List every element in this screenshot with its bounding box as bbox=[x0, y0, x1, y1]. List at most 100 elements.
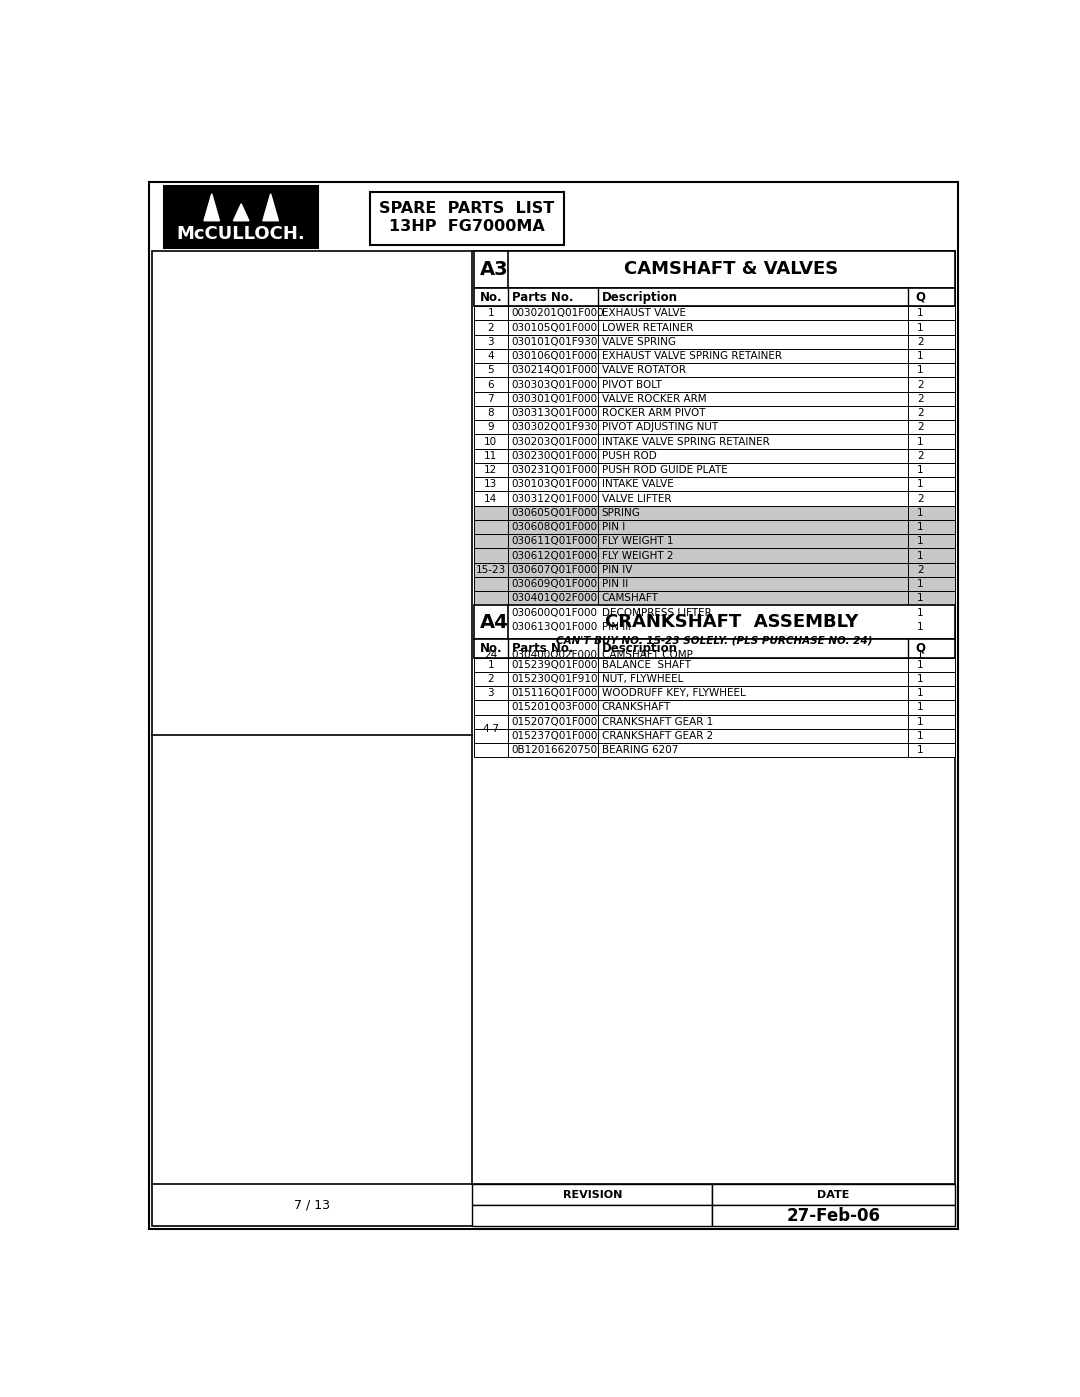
Text: A3: A3 bbox=[480, 260, 509, 279]
Text: BALANCE  SHAFT: BALANCE SHAFT bbox=[602, 659, 690, 669]
Text: 2: 2 bbox=[917, 394, 923, 404]
Text: Description: Description bbox=[603, 641, 678, 655]
Text: 030103Q01F000: 030103Q01F000 bbox=[511, 479, 597, 489]
Bar bbox=[474, 634, 955, 648]
Bar bbox=[474, 605, 955, 638]
Text: Parts No.: Parts No. bbox=[512, 641, 573, 655]
Polygon shape bbox=[262, 194, 279, 221]
Bar bbox=[474, 563, 955, 577]
Bar bbox=[472, 1185, 713, 1206]
Text: 030608Q01F000: 030608Q01F000 bbox=[511, 522, 597, 532]
Bar bbox=[474, 577, 955, 591]
Polygon shape bbox=[233, 204, 248, 221]
Text: 030203Q01F000: 030203Q01F000 bbox=[511, 437, 597, 447]
Text: 030600Q01F000: 030600Q01F000 bbox=[511, 608, 597, 617]
Text: 1: 1 bbox=[917, 703, 923, 712]
Text: Q: Q bbox=[915, 641, 926, 655]
Text: 0030201Q01F000: 0030201Q01F000 bbox=[511, 309, 604, 319]
Text: McCULLOCH.: McCULLOCH. bbox=[177, 225, 306, 243]
Text: WOODRUFF KEY, FLYWHEEL: WOODRUFF KEY, FLYWHEEL bbox=[602, 689, 745, 698]
Text: 015237Q01F000: 015237Q01F000 bbox=[511, 731, 597, 740]
Text: Description: Description bbox=[603, 291, 678, 303]
Text: 1: 1 bbox=[917, 717, 923, 726]
Text: Parts No.: Parts No. bbox=[512, 291, 573, 303]
Text: CAMSHAFT: CAMSHAFT bbox=[602, 594, 659, 604]
Text: NUT, FLYWHEEL: NUT, FLYWHEEL bbox=[602, 673, 683, 685]
Text: INTAKE VALVE SPRING RETAINER: INTAKE VALVE SPRING RETAINER bbox=[602, 437, 769, 447]
Text: VALVE ROCKER ARM: VALVE ROCKER ARM bbox=[602, 394, 706, 404]
Text: REVISION: REVISION bbox=[563, 1190, 622, 1200]
Bar bbox=[474, 672, 955, 686]
Text: 015116Q01F000: 015116Q01F000 bbox=[511, 689, 597, 698]
Text: 2: 2 bbox=[917, 408, 923, 418]
Text: 7: 7 bbox=[487, 394, 494, 404]
Text: 030313Q01F000: 030313Q01F000 bbox=[511, 408, 597, 418]
Text: CAMSHAFT COMP.: CAMSHAFT COMP. bbox=[602, 650, 694, 661]
Text: 5: 5 bbox=[487, 366, 494, 376]
Bar bbox=[474, 251, 955, 288]
Text: 2: 2 bbox=[917, 564, 923, 574]
Text: VALVE SPRING: VALVE SPRING bbox=[602, 337, 676, 346]
Text: 1: 1 bbox=[917, 437, 923, 447]
Bar bbox=[474, 591, 955, 605]
Text: PIN II: PIN II bbox=[602, 578, 627, 590]
Text: 10: 10 bbox=[484, 437, 497, 447]
Text: 015239Q01F000: 015239Q01F000 bbox=[511, 659, 597, 669]
Bar bbox=[474, 377, 955, 391]
Bar bbox=[474, 549, 955, 563]
Text: 1: 1 bbox=[487, 659, 494, 669]
Bar bbox=[474, 534, 955, 549]
Bar bbox=[474, 729, 955, 743]
Text: CRANKSHAFT: CRANKSHAFT bbox=[602, 703, 671, 712]
Text: 030605Q01F000: 030605Q01F000 bbox=[511, 507, 597, 518]
Bar bbox=[474, 492, 955, 506]
Text: EXHAUST VALVE: EXHAUST VALVE bbox=[602, 309, 686, 319]
Text: LOWER RETAINER: LOWER RETAINER bbox=[602, 323, 693, 332]
Text: ROCKER ARM PIVOT: ROCKER ARM PIVOT bbox=[602, 408, 705, 418]
Text: 1: 1 bbox=[917, 351, 923, 360]
Bar bbox=[474, 605, 955, 620]
Text: 1: 1 bbox=[917, 731, 923, 740]
Bar bbox=[474, 288, 955, 306]
Text: 1: 1 bbox=[487, 309, 494, 319]
Text: 030613Q01F000: 030613Q01F000 bbox=[511, 622, 597, 631]
Text: 0B12016620750: 0B12016620750 bbox=[511, 745, 597, 756]
Text: 1: 1 bbox=[917, 608, 923, 617]
Bar bbox=[474, 714, 955, 729]
Bar bbox=[474, 448, 955, 462]
Text: 1: 1 bbox=[917, 594, 923, 604]
Text: 14: 14 bbox=[484, 493, 498, 503]
Bar bbox=[474, 306, 955, 320]
Text: PIN IV: PIN IV bbox=[602, 564, 632, 574]
Bar bbox=[474, 349, 955, 363]
Text: 4-7: 4-7 bbox=[483, 724, 499, 733]
Text: 015201Q03F000: 015201Q03F000 bbox=[511, 703, 597, 712]
Text: 3: 3 bbox=[487, 337, 494, 346]
Text: 1: 1 bbox=[917, 465, 923, 475]
Text: No.: No. bbox=[480, 641, 502, 655]
Text: 030401Q02F000: 030401Q02F000 bbox=[511, 594, 597, 604]
Text: 030612Q01F000: 030612Q01F000 bbox=[511, 550, 597, 560]
Text: 27-Feb-06: 27-Feb-06 bbox=[786, 1207, 880, 1225]
Bar bbox=[474, 686, 955, 700]
Text: 1: 1 bbox=[917, 689, 923, 698]
Text: 13HP  FG7000MA: 13HP FG7000MA bbox=[389, 219, 544, 235]
Text: DECOMPRESS LIFTER: DECOMPRESS LIFTER bbox=[602, 608, 712, 617]
Text: 1: 1 bbox=[917, 673, 923, 685]
Text: 1: 1 bbox=[917, 659, 923, 669]
Text: VALVE LIFTER: VALVE LIFTER bbox=[602, 493, 671, 503]
Text: 2: 2 bbox=[917, 451, 923, 461]
Text: 13: 13 bbox=[484, 479, 498, 489]
Text: 1: 1 bbox=[917, 522, 923, 532]
Text: 15-23: 15-23 bbox=[475, 564, 505, 574]
Text: 11: 11 bbox=[484, 451, 498, 461]
Text: 030302Q01F930: 030302Q01F930 bbox=[511, 422, 597, 432]
Bar bbox=[474, 743, 955, 757]
Text: 030105Q01F000: 030105Q01F000 bbox=[511, 323, 597, 332]
Bar bbox=[474, 658, 955, 672]
Text: 030231Q01F000: 030231Q01F000 bbox=[511, 465, 597, 475]
Bar bbox=[474, 638, 955, 658]
Text: 2: 2 bbox=[917, 493, 923, 503]
Text: 4: 4 bbox=[487, 351, 494, 360]
Bar bbox=[474, 320, 955, 335]
